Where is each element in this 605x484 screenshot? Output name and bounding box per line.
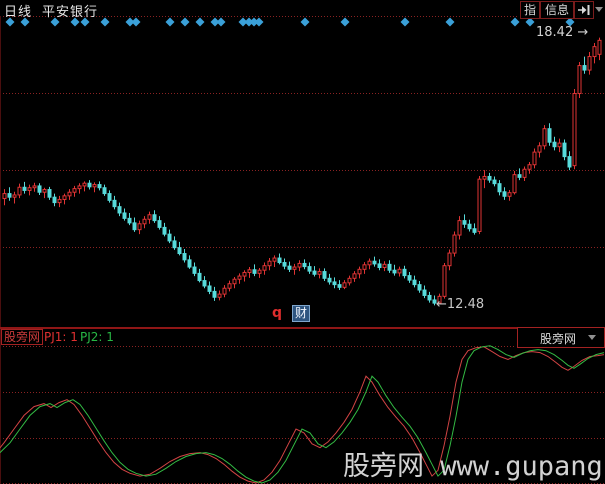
indicator-line-pj2 bbox=[0, 345, 605, 484]
finance-marker-button[interactable]: 财 bbox=[292, 305, 310, 322]
gridlines bbox=[0, 16, 605, 484]
indicator-selector-label: 股旁网 bbox=[540, 332, 577, 346]
stock-name: 平安银行 bbox=[42, 5, 99, 20]
candlestick-series bbox=[2, 37, 602, 306]
left-arrow-icon: ← bbox=[436, 297, 447, 312]
indicator-button[interactable]: 指 bbox=[520, 1, 540, 19]
right-arrow-icon: → bbox=[577, 25, 589, 40]
period-label: 日线 bbox=[4, 5, 33, 20]
pj1-value-label: PJ1: 1 bbox=[44, 330, 78, 344]
info-button[interactable]: 信息 bbox=[540, 1, 574, 19]
signal-diamonds bbox=[5, 17, 575, 27]
chart-title: 日线 平安银行 bbox=[4, 1, 98, 20]
pj2-value-label: PJ2: 1 bbox=[80, 330, 114, 344]
low-price-label: ←12.48 bbox=[436, 297, 485, 312]
indicator-line-pj1 bbox=[0, 346, 605, 484]
step-forward-icon[interactable] bbox=[574, 1, 594, 19]
indicator-selector-dropdown[interactable]: 股旁网 bbox=[517, 327, 605, 348]
chevron-down-icon[interactable] bbox=[588, 335, 596, 340]
indicator-name-box[interactable]: 股旁网 bbox=[1, 329, 44, 345]
high-price-label: 18.42 → bbox=[536, 25, 589, 40]
panel-divider bbox=[0, 327, 605, 329]
exright-marker-q[interactable]: q bbox=[272, 305, 283, 321]
watermark: 股旁网 www.gupang.com bbox=[343, 451, 605, 482]
chevron-down-icon[interactable] bbox=[595, 7, 603, 12]
